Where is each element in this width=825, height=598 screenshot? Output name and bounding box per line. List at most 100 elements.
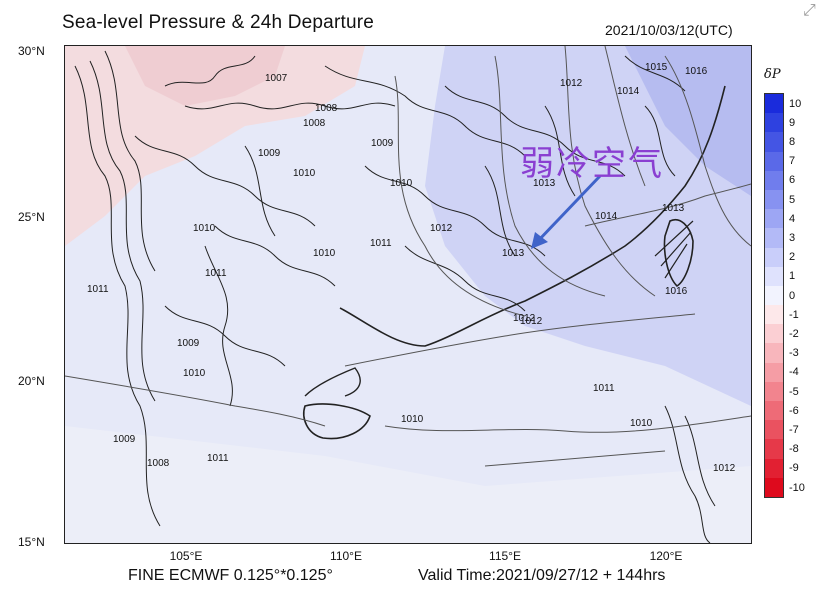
positive-departure-core: [125, 46, 285, 106]
map-svg: 1007 1008 1009 1009 1010 1010 1010 1010 …: [65, 46, 751, 543]
weak-cold-air-annotation: 弱冷空气: [520, 144, 664, 184]
lon-label-110e: 110°E: [330, 549, 362, 563]
contour-label: 1012: [713, 463, 736, 474]
map-area: 1007 1008 1009 1009 1010 1010 1010 1010 …: [64, 45, 752, 544]
colorbar-tick: -8: [789, 443, 799, 456]
contour-label: 1009: [177, 338, 200, 349]
colorbar-tick: 9: [789, 116, 796, 129]
coastline: [339, 85, 726, 347]
south-sea-region: [65, 426, 751, 543]
colorbar-cell: [765, 228, 783, 248]
colorbar-cell: [765, 132, 783, 152]
contour-label: 1011: [593, 383, 615, 394]
contour-label: 1013: [502, 248, 525, 259]
colorbar-tick: 10: [789, 97, 802, 110]
colorbar-cell: [765, 189, 783, 210]
lat-label-25n: 25°N: [18, 210, 45, 224]
lon-label-115e: 115°E: [489, 549, 521, 563]
contour-label: 1009: [258, 148, 281, 159]
contour-label: 1014: [595, 211, 618, 222]
contour-label: 1011: [370, 238, 392, 249]
negative-departure-region: [425, 46, 751, 406]
colorbar-cell: [765, 266, 783, 286]
colorbar-title: δP: [764, 67, 781, 82]
colorbar-cell: [765, 151, 783, 171]
contour-label: 1010: [183, 368, 206, 379]
colorbar-tick: 6: [789, 174, 796, 187]
model-info: FINE ECMWF 0.125°*0.125°: [128, 567, 333, 584]
lon-label-105e: 105°E: [169, 549, 203, 563]
contour-label: 1011: [207, 453, 229, 464]
colorbar-tick: -9: [789, 462, 799, 475]
contour-label: 1014: [617, 86, 640, 97]
colorbar-cell: [765, 439, 783, 459]
colorbar: [764, 93, 784, 498]
colorbar-tick: 0: [789, 289, 796, 302]
valid-time: Valid Time:2021/09/27/12 + 144hrs: [418, 567, 666, 584]
contour-label: 1012: [560, 78, 583, 89]
colorbar-tick: 1: [789, 270, 796, 283]
isobars: [65, 46, 751, 467]
colorbar-cell: [765, 324, 783, 344]
contour-label: 1013: [533, 178, 556, 189]
colorbar-cell: [765, 209, 783, 229]
colorbar-cell: [765, 170, 783, 190]
contour-labels: 1007 1008 1009 1009 1010 1010 1010 1010 …: [87, 62, 736, 474]
colorbar-tick: -1: [789, 308, 799, 321]
colorbar-tick: -7: [789, 424, 799, 436]
colorbar-tick: -4: [789, 366, 799, 379]
contour-label: 1010: [293, 168, 316, 179]
contour-label: 1016: [665, 286, 688, 297]
colorbar-cell: [765, 420, 783, 440]
contour-label: 1009: [113, 434, 136, 445]
colorbar-cell: [765, 113, 783, 133]
hainan-island: [303, 403, 371, 440]
colorbar-cell: [765, 343, 783, 363]
colorbar-tick: -10: [789, 481, 805, 494]
colorbar-cell: [765, 305, 783, 325]
colorbar-cell: [765, 401, 783, 421]
contour-label: 1008: [147, 458, 170, 469]
lat-label-15n: 15°N: [18, 535, 45, 549]
colorbar-tick: 5: [789, 193, 796, 206]
colorbar-cell: [765, 458, 783, 478]
colorbar-tick: -5: [789, 385, 799, 398]
arrow-icon: [531, 174, 602, 249]
contour-label: 1011: [205, 268, 227, 279]
contour-label: 1007: [265, 73, 288, 84]
contour-label: 1015: [645, 62, 668, 73]
colorbar-cell: [765, 285, 783, 306]
colorbar-tick: 8: [789, 136, 796, 148]
contour-label: 1011: [87, 284, 109, 295]
positive-departure-region: [65, 46, 365, 246]
expand-icon[interactable]: ⤢: [803, 2, 816, 19]
contour-label: 1010: [193, 223, 216, 234]
contour-label: 1008: [303, 118, 326, 129]
chart-title: Sea-level Pressure & 24h Departure: [62, 12, 375, 33]
colorbar-cell: [765, 247, 783, 267]
colorbar-tick: -2: [789, 328, 799, 340]
coastline-leizhou: [304, 367, 361, 397]
colorbar-tick: 4: [789, 212, 796, 225]
contour-label: 1016: [685, 66, 708, 77]
colorbar-tick: 3: [789, 232, 796, 244]
terrain-contours: [74, 50, 716, 543]
colorbar-tick: -6: [789, 404, 799, 417]
colorbar-tick: -3: [789, 347, 799, 360]
contour-label: 1010: [313, 248, 336, 259]
contour-label: 1012: [430, 223, 453, 234]
contour-label: 1008: [315, 103, 338, 114]
analysis-datetime: 2021/10/03/12(UTC): [605, 22, 733, 38]
colorbar-cell: [765, 362, 783, 382]
colorbar-cell: [765, 477, 783, 497]
taiwan-terrain: [654, 220, 694, 279]
colorbar-tick: 2: [789, 251, 796, 264]
lat-label-20n: 20°N: [18, 374, 45, 388]
contour-label: 1010: [401, 414, 424, 425]
contour-label: 1010: [390, 178, 413, 189]
contour-label: 1012: [513, 313, 536, 324]
contour-label: 1010: [630, 418, 653, 429]
contour-label: 1013: [662, 203, 685, 214]
taiwan-island: [663, 219, 694, 288]
lat-label-30n: 30°N: [18, 44, 45, 58]
